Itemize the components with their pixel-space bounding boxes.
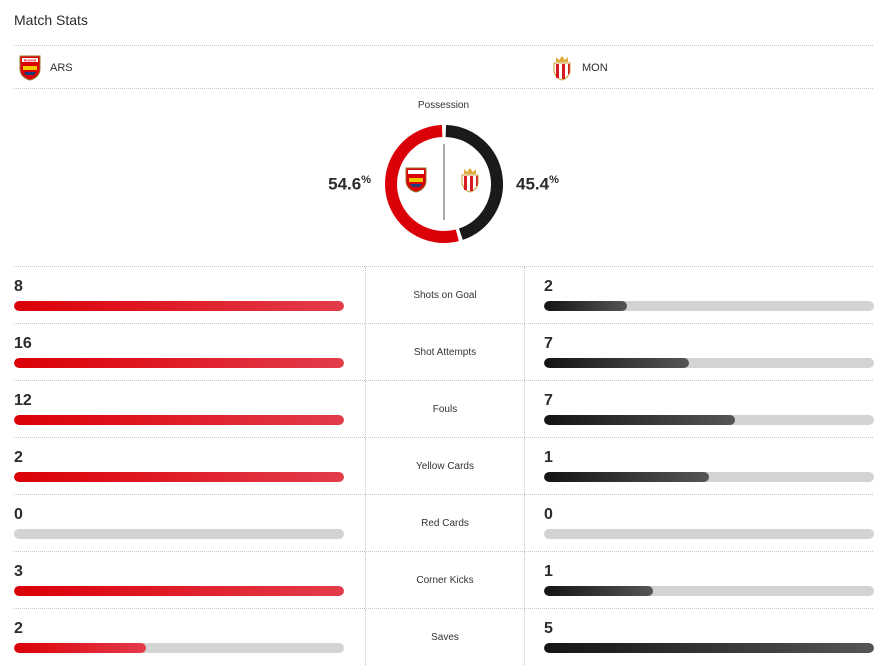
arsenal-crest-icon: Arsenal bbox=[19, 55, 41, 81]
home-stat-value: 3 bbox=[14, 563, 23, 580]
home-stat-value: 0 bbox=[14, 506, 23, 523]
home-stat-bar bbox=[14, 586, 344, 596]
home-stat-fill bbox=[14, 301, 344, 311]
possession-label: Possession bbox=[417, 100, 470, 111]
away-stat-fill bbox=[544, 643, 874, 653]
home-stat-bar bbox=[14, 415, 344, 425]
away-stat-value: 1 bbox=[544, 449, 553, 466]
away-stat-bar bbox=[544, 529, 874, 539]
home-stat-value: 8 bbox=[14, 278, 23, 295]
stat-label: Yellow Cards bbox=[365, 438, 525, 494]
home-stat-bar bbox=[14, 301, 344, 311]
home-stat-fill bbox=[14, 643, 146, 653]
home-stat-fill bbox=[14, 415, 344, 425]
stat-label: Fouls bbox=[365, 381, 525, 437]
home-stat-fill bbox=[14, 358, 344, 368]
away-stat-fill bbox=[544, 472, 709, 482]
away-stat-value: 0 bbox=[544, 506, 553, 523]
away-stat-bar bbox=[544, 643, 874, 653]
stats-table: 8 Shots on Goal 2 16 Shot Attempts 7 12 Fouls 7 2… bbox=[14, 266, 874, 665]
home-stat-value: 12 bbox=[14, 392, 32, 409]
away-possession-arc bbox=[445, 125, 503, 240]
home-team[interactable]: Arsenal ARS bbox=[18, 55, 73, 81]
possession-section: Possession 54.6% 45.4% bbox=[0, 88, 887, 266]
away-stat-bar bbox=[544, 472, 874, 482]
home-stat-bar bbox=[14, 643, 344, 653]
stat-row: 2 Saves 5 bbox=[14, 608, 874, 665]
home-stat-value: 16 bbox=[14, 335, 32, 352]
away-stat-fill bbox=[544, 301, 627, 311]
home-stat-bar bbox=[14, 529, 344, 539]
team-header-row: Arsenal ARS MON bbox=[14, 45, 873, 89]
monaco-crest-icon bbox=[553, 56, 571, 81]
home-stat-value: 2 bbox=[14, 449, 23, 466]
home-possession-value: 54.6% bbox=[328, 174, 371, 194]
stat-label: Saves bbox=[365, 609, 525, 665]
stat-row: 12 Fouls 7 bbox=[14, 380, 874, 437]
away-team[interactable]: MON bbox=[550, 55, 608, 81]
donut-arsenal-crest-icon bbox=[405, 167, 427, 193]
away-stat-fill bbox=[544, 358, 690, 368]
page-title: Match Stats bbox=[14, 12, 88, 28]
donut-monaco-crest-icon bbox=[461, 168, 479, 193]
stat-row: 16 Shot Attempts 7 bbox=[14, 323, 874, 380]
arsenal-crest-text: Arsenal bbox=[24, 58, 36, 62]
away-stat-value: 1 bbox=[544, 563, 553, 580]
away-stat-bar bbox=[544, 358, 874, 368]
away-stat-bar bbox=[544, 415, 874, 425]
stat-row: 2 Yellow Cards 1 bbox=[14, 437, 874, 494]
stat-label: Corner Kicks bbox=[365, 552, 525, 608]
home-stat-fill bbox=[14, 472, 344, 482]
away-possession-value: 45.4% bbox=[516, 174, 559, 194]
away-stat-fill bbox=[544, 415, 736, 425]
away-stat-bar bbox=[544, 586, 874, 596]
home-stat-bar bbox=[14, 472, 344, 482]
away-stat-fill bbox=[544, 586, 653, 596]
away-stat-value: 2 bbox=[544, 278, 553, 295]
stat-row: 3 Corner Kicks 1 bbox=[14, 551, 874, 608]
away-team-abbr: MON bbox=[582, 62, 608, 74]
home-stat-bar bbox=[14, 358, 344, 368]
home-stat-fill bbox=[14, 586, 344, 596]
stat-label: Red Cards bbox=[365, 495, 525, 551]
home-possession-arc bbox=[385, 125, 459, 243]
away-stat-value: 7 bbox=[544, 392, 553, 409]
away-stat-bar bbox=[544, 301, 874, 311]
stat-row: 0 Red Cards 0 bbox=[14, 494, 874, 551]
stat-label: Shots on Goal bbox=[365, 267, 525, 323]
away-stat-value: 7 bbox=[544, 335, 553, 352]
away-stat-value: 5 bbox=[544, 620, 553, 637]
possession-donut bbox=[385, 125, 503, 243]
home-team-abbr: ARS bbox=[50, 62, 73, 74]
stat-row: 8 Shots on Goal 2 bbox=[14, 266, 874, 323]
home-stat-value: 2 bbox=[14, 620, 23, 637]
stat-label: Shot Attempts bbox=[365, 324, 525, 380]
